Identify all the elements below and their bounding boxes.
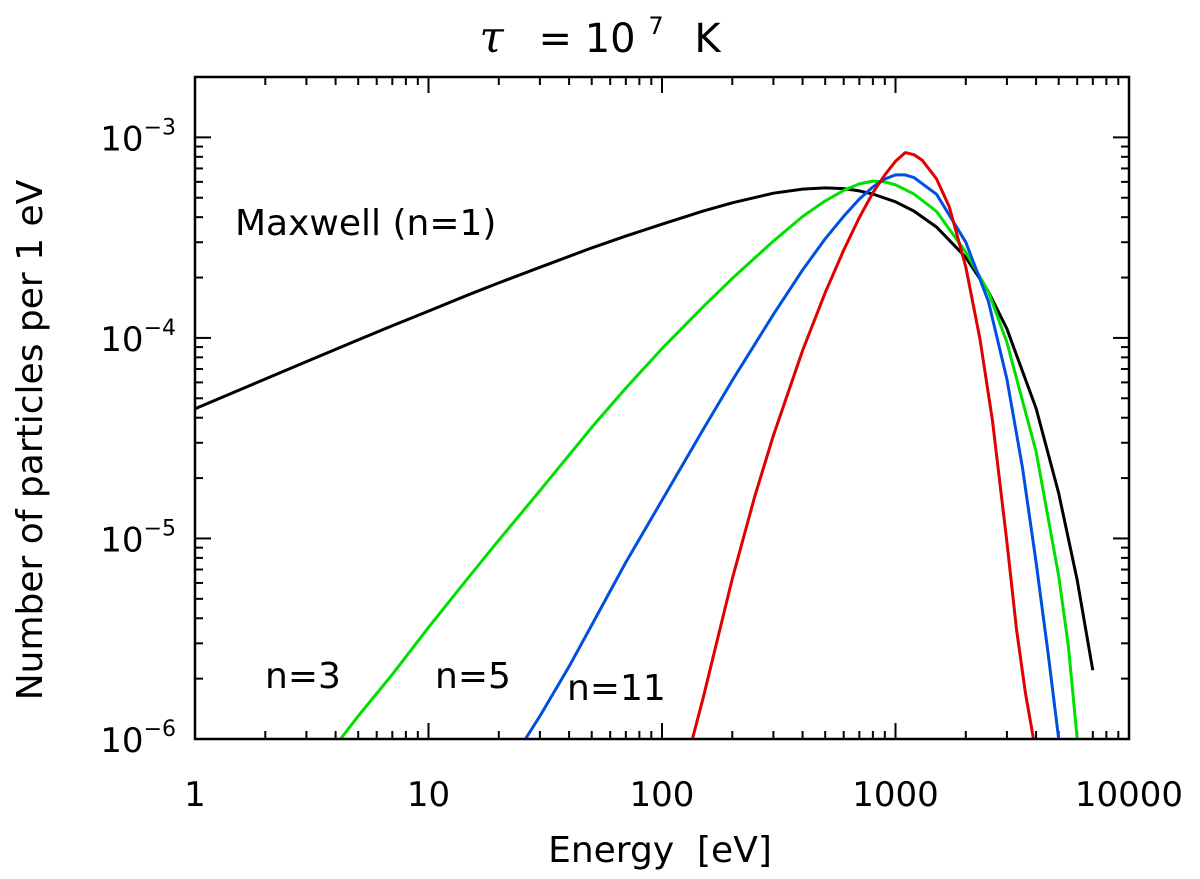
legend-label-n11: n=11 bbox=[567, 668, 666, 709]
y-tick-exp: −5 bbox=[144, 516, 176, 541]
x-tick-label: 1000 bbox=[852, 775, 939, 815]
y-tick-base: 10 bbox=[100, 520, 143, 560]
legend-label-n5: n=5 bbox=[435, 656, 511, 697]
legend-label-n3: n=3 bbox=[265, 656, 341, 697]
x-tick-label: 100 bbox=[630, 775, 695, 815]
y-tick-labels: 10−6 10−5 10−4 10−3 bbox=[100, 115, 176, 761]
series-line-n-3 bbox=[339, 179, 1079, 739]
y-tick-base: 10 bbox=[100, 119, 143, 159]
title-exponent: 7 bbox=[648, 12, 663, 40]
x-tick-label: 10000 bbox=[1075, 775, 1183, 815]
series-line-maxwell-n-1 bbox=[195, 186, 1095, 671]
x-axis-label: Energy [eV] bbox=[548, 830, 772, 871]
series-line-n-5 bbox=[524, 173, 1061, 739]
y-tick-exp: −3 bbox=[144, 115, 176, 140]
ticks-layer bbox=[194, 76, 1130, 740]
y-tick-label: 10−6 bbox=[100, 717, 176, 761]
series-layer bbox=[195, 151, 1095, 739]
series-line-n-11 bbox=[690, 151, 1035, 739]
title-tau-symbol: τ bbox=[479, 12, 504, 63]
y-tick-label: 10−4 bbox=[100, 316, 176, 360]
y-tick-base: 10 bbox=[100, 721, 143, 761]
x-tick-labels: 1 10 100 1000 10000 bbox=[184, 775, 1183, 815]
chart-title: τ = 10 7 K bbox=[479, 0, 722, 63]
legend-label-maxwell: Maxwell (n=1) bbox=[235, 203, 496, 244]
title-equals-ten: = 10 bbox=[538, 16, 635, 62]
y-tick-label: 10−3 bbox=[100, 115, 176, 159]
y-axis-label: Number of particles per 1 eV bbox=[10, 179, 51, 700]
y-tick-exp: −4 bbox=[144, 316, 176, 341]
y-tick-label: 10−5 bbox=[100, 516, 176, 560]
x-tick-label: 10 bbox=[407, 775, 450, 815]
x-tick-label: 1 bbox=[184, 775, 206, 815]
plot-frame bbox=[193, 75, 1131, 741]
title-unit: K bbox=[694, 16, 722, 62]
y-tick-exp: −6 bbox=[144, 717, 176, 742]
y-tick-base: 10 bbox=[100, 320, 143, 360]
